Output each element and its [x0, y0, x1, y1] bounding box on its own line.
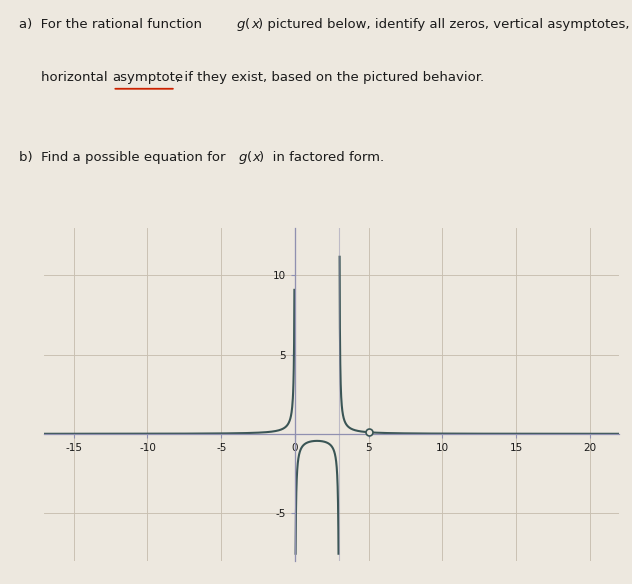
Text: ) pictured below, identify all zeros, vertical asymptotes, holes, and: ) pictured below, identify all zeros, ve…	[258, 18, 632, 31]
Text: g: g	[239, 151, 247, 164]
Text: g: g	[237, 18, 245, 31]
Text: )  in factored form.: ) in factored form.	[259, 151, 384, 164]
Text: x: x	[253, 151, 260, 164]
Text: a)  For the rational function: a) For the rational function	[19, 18, 206, 31]
Text: asymptote: asymptote	[112, 71, 184, 84]
Text: (: (	[246, 151, 252, 164]
Text: b)  Find a possible equation for: b) Find a possible equation for	[19, 151, 229, 164]
Text: horizontal: horizontal	[41, 71, 112, 84]
Text: , if they exist, based on the pictured behavior.: , if they exist, based on the pictured b…	[176, 71, 485, 84]
Text: x: x	[252, 18, 259, 31]
Text: (: (	[245, 18, 250, 31]
